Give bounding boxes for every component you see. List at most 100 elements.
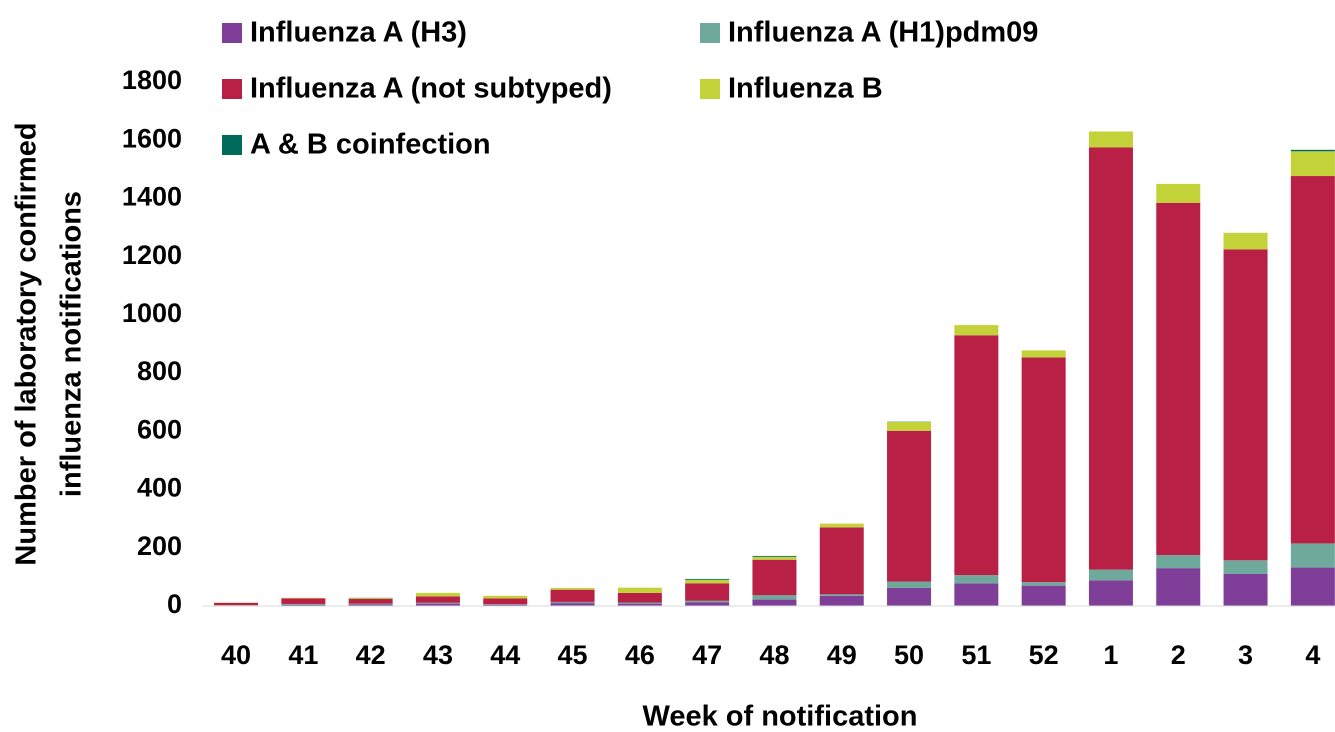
y-axis-title-group: Number of laboratory confirmed influenza… [11, 122, 88, 565]
bar-segment [1223, 560, 1268, 574]
bar-segment [1156, 183, 1201, 203]
bar-segment [819, 523, 864, 528]
bar-segment [1290, 151, 1335, 177]
bar-segment [617, 603, 662, 606]
y-axis-title: influenza notifications [56, 191, 88, 497]
bar-segment [483, 604, 528, 606]
bar-segment [752, 595, 797, 600]
x-tick-label: 47 [692, 640, 722, 670]
bar-segment [1088, 569, 1133, 581]
bar-segment [685, 579, 730, 584]
bar-segment [550, 587, 595, 590]
bar-segment [483, 604, 528, 605]
bar-segment [281, 598, 326, 604]
bar-segment [281, 597, 326, 599]
y-tick-label: 1200 [122, 240, 182, 270]
bar-segment [348, 603, 393, 605]
bar-segment [348, 598, 393, 600]
y-tick-label: 400 [137, 473, 182, 503]
legend-swatch [222, 135, 242, 155]
y-tick-label: 1400 [122, 182, 182, 212]
legend-label: Influenza B [728, 73, 883, 105]
y-axis-title: Number of laboratory confirmed [11, 122, 43, 565]
bar-segment [483, 595, 528, 599]
bar-segment [415, 592, 460, 597]
bar-segment [617, 602, 662, 604]
bar-segment [550, 601, 595, 604]
bar-segment [214, 602, 259, 606]
x-axis-title: Week of notification [643, 701, 918, 732]
bar-segment [415, 603, 460, 606]
bar-segment [617, 592, 662, 603]
x-tick-label: 42 [356, 640, 386, 670]
y-tick-label: 200 [137, 531, 182, 561]
legend-swatch [222, 23, 242, 43]
bar-segment [685, 583, 730, 601]
y-tick-label: 1000 [122, 298, 182, 328]
bar-segment [348, 604, 393, 606]
legend-label: A & B coinfection [250, 129, 491, 161]
bar-segment [1021, 357, 1066, 583]
x-tick-label: 48 [759, 640, 789, 670]
bar-segment [954, 325, 999, 336]
x-tick-label: 1 [1103, 640, 1118, 670]
legend-swatch [700, 23, 720, 43]
bar-segment [1290, 149, 1335, 152]
bar-segment [752, 559, 797, 596]
x-tick-label: 51 [961, 640, 991, 670]
bar-segment [887, 430, 932, 582]
x-tick-label: 45 [558, 640, 588, 670]
legend-swatch [700, 79, 720, 99]
bar-segment [819, 595, 864, 606]
bar-segment [1021, 582, 1066, 586]
x-tick-label: 44 [490, 640, 520, 670]
y-tick-label: 800 [137, 356, 182, 386]
bar-segment [685, 578, 730, 580]
y-tick-label: 1600 [122, 123, 182, 153]
bar-segment [415, 596, 460, 603]
bar-segment [1021, 585, 1066, 606]
bar-segment [348, 599, 393, 604]
y-tick-label: 0 [167, 589, 182, 619]
x-tick-label: 3 [1238, 640, 1253, 670]
bar-segment [685, 600, 730, 603]
bar-segment [887, 581, 932, 588]
y-tick-label: 600 [137, 414, 182, 444]
bar-segment [752, 555, 797, 557]
bar-segment [550, 589, 595, 602]
x-tick-label: 43 [423, 640, 453, 670]
legend-label: Influenza A (not subtyped) [250, 73, 612, 105]
bar-segment [1088, 580, 1133, 606]
x-tick-label: 2 [1171, 640, 1186, 670]
bar-segment [819, 594, 864, 596]
bar-segment [819, 527, 864, 595]
bar-segment [685, 602, 730, 606]
bar-segment [954, 335, 999, 576]
bar-segment [1290, 567, 1335, 606]
bar-segment [1088, 147, 1133, 570]
bar-segment [752, 556, 797, 560]
legend-label: Influenza A (H1)pdm09 [728, 17, 1038, 49]
legend-label: Influenza A (H3) [250, 17, 467, 49]
bar-segment [752, 599, 797, 606]
bar-segment [1290, 176, 1335, 544]
x-tick-label: 49 [827, 640, 857, 670]
bar-segment [1021, 350, 1066, 358]
bar-segment [483, 598, 528, 605]
y-tick-label: 1800 [122, 65, 182, 95]
bar-segment [954, 583, 999, 606]
bar-segment [415, 602, 460, 604]
bar-segment [617, 587, 662, 593]
x-tick-label: 52 [1029, 640, 1059, 670]
x-tick-label: 41 [288, 640, 318, 670]
bar-segment [954, 575, 999, 584]
bar-segment [887, 422, 932, 431]
x-tick-label: 40 [221, 640, 251, 670]
x-tick-label: 4 [1305, 640, 1320, 670]
bar-segment [1223, 573, 1268, 606]
bar-segment [550, 603, 595, 606]
bar-segment [1156, 568, 1201, 606]
bar-segment [1156, 555, 1201, 569]
